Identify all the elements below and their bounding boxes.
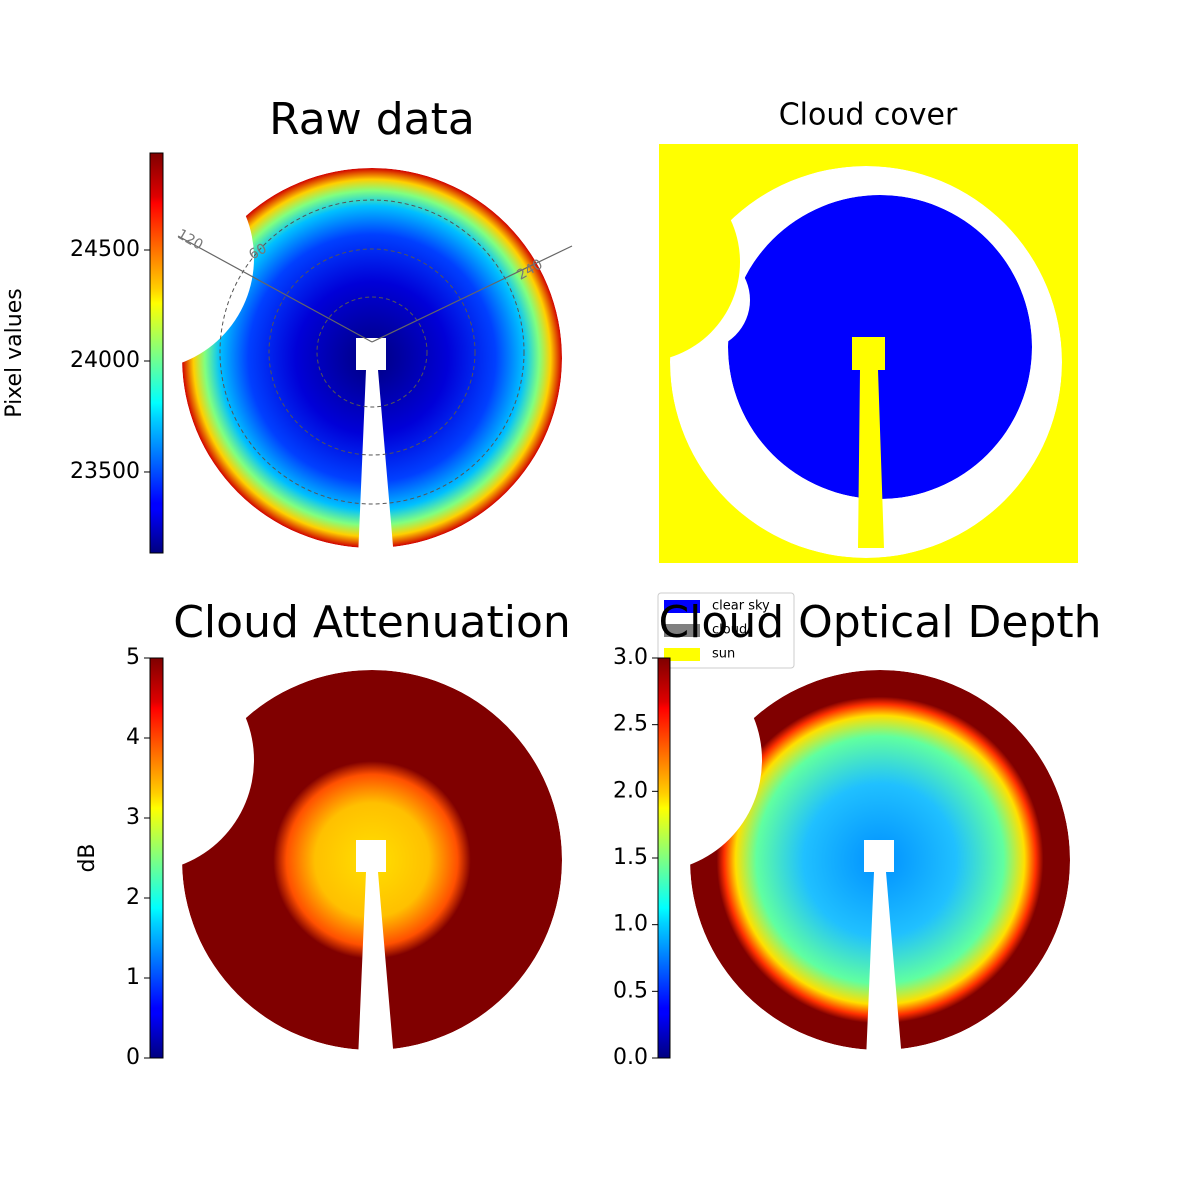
colorbar-tick-label: 0.5	[613, 978, 648, 1003]
panel-title: Cloud Attenuation	[173, 597, 571, 648]
colorbar	[149, 152, 164, 554]
colorbar-tick-label: 2.0	[613, 778, 648, 803]
colorbar	[149, 657, 164, 1059]
colorbar-tick-label: 0	[126, 1045, 140, 1070]
colorbar-tick-label: 0.0	[613, 1045, 648, 1070]
colorbar-tick-label: 24000	[70, 348, 140, 373]
colorbar-tick-label: 5	[126, 645, 140, 670]
polar-grid-line	[177, 235, 373, 343]
colorbar-label: Pixel values	[2, 288, 27, 417]
legend-label: clear sky	[712, 599, 770, 614]
polar-grid-line	[371, 245, 573, 343]
colorbar-tick-label: 3.0	[613, 645, 648, 670]
colorbar-tick-label: 23500	[70, 459, 140, 484]
polar-grid-circle	[316, 296, 428, 408]
legend-label: sun	[712, 647, 735, 662]
sun-mask-region	[852, 337, 885, 548]
colorbar-tick-label: 4	[126, 725, 140, 750]
polar-grid-circle	[219, 199, 525, 505]
colorbar-tick-label: 24500	[70, 237, 140, 262]
polar-grid-label: 60	[246, 241, 269, 264]
polar-grid-circle	[268, 248, 476, 456]
colorbar-label: dB	[75, 843, 100, 872]
sky-image	[690, 670, 1070, 1050]
legend-label: cloud	[712, 623, 747, 638]
sky-image	[182, 670, 562, 1050]
panel-title: Cloud Optical Depth	[658, 597, 1101, 648]
colorbar-tick-label: 2.5	[613, 712, 648, 737]
colorbar-tick-label: 1	[126, 965, 140, 990]
colorbar-tick-label: 1.0	[613, 912, 648, 937]
colorbar-tick-label: 3	[126, 805, 140, 830]
legend-swatch	[664, 600, 700, 613]
legend-swatch	[664, 624, 700, 637]
sky-image	[182, 168, 562, 548]
legend-swatch	[664, 648, 700, 661]
colorbar-tick-label: 1.5	[613, 845, 648, 870]
panel-title: Cloud cover	[779, 98, 958, 133]
panel-title: Raw data	[269, 94, 475, 145]
colorbar	[657, 657, 671, 1059]
colorbar-tick-label: 2	[126, 885, 140, 910]
